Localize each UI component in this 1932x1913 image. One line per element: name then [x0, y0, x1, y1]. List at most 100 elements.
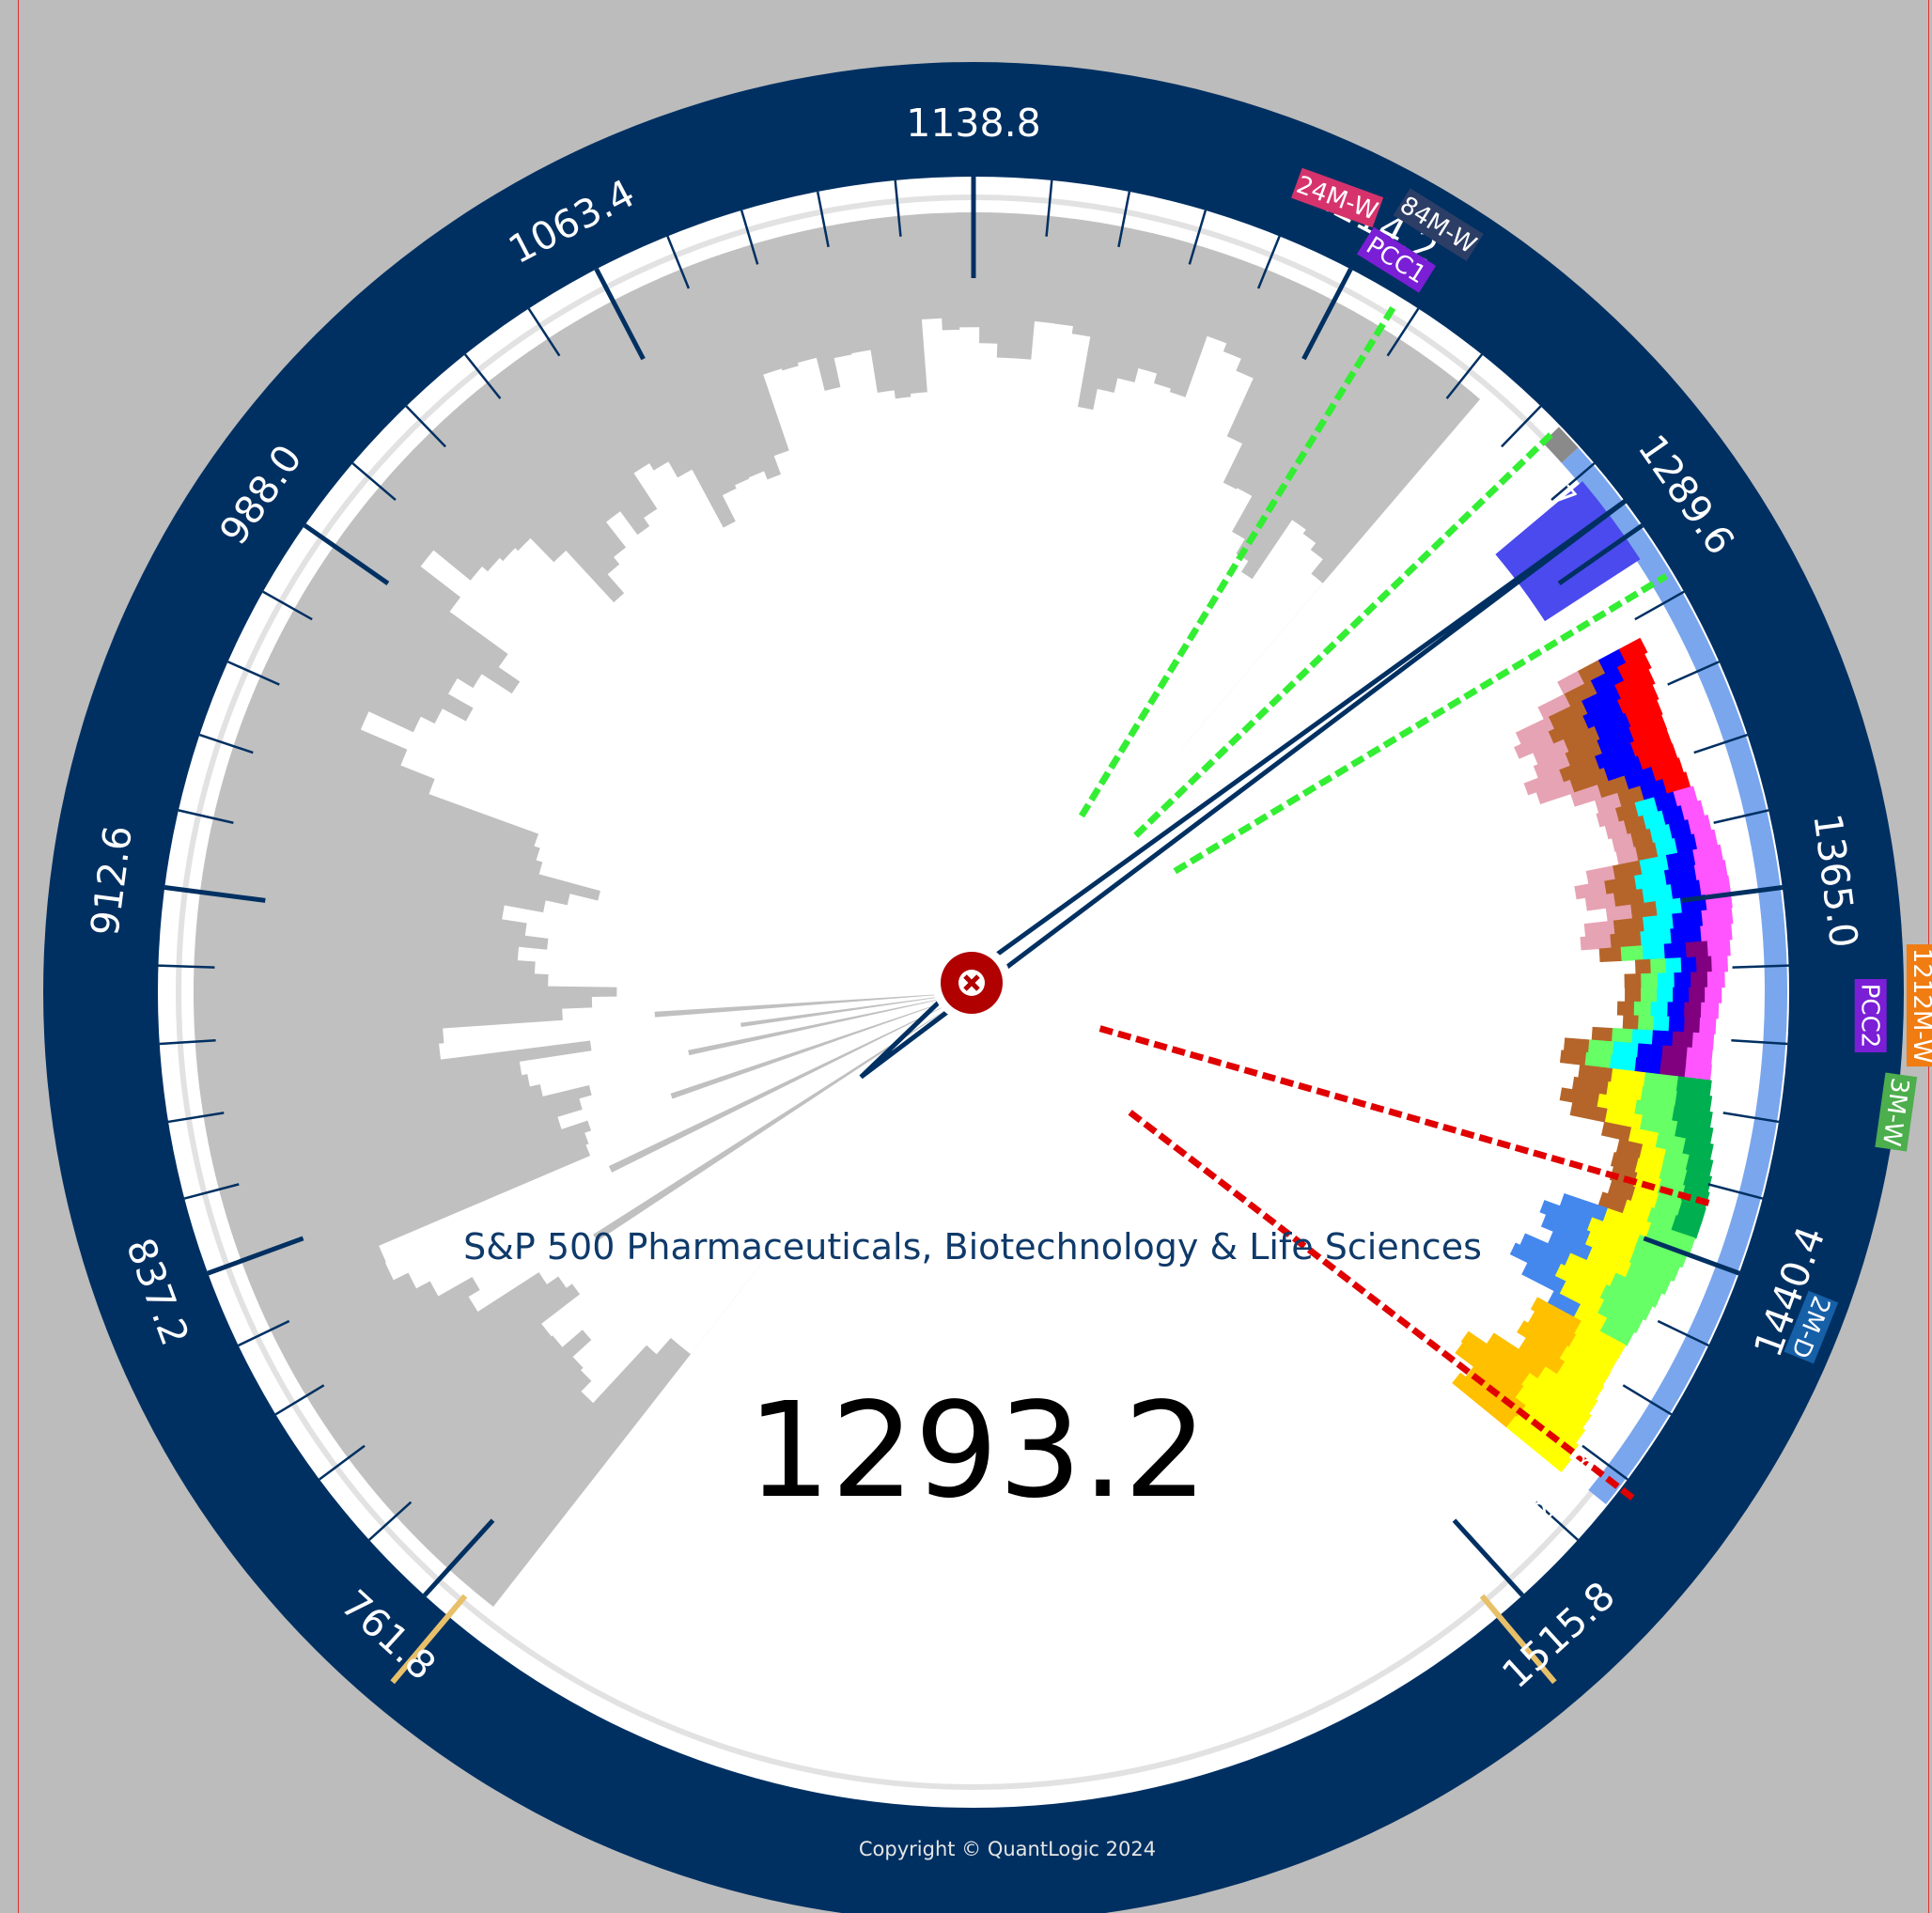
distribution-cell	[1548, 700, 1589, 730]
distribution-cell	[1594, 712, 1632, 740]
history-void	[763, 368, 974, 992]
minor-tick	[158, 964, 215, 969]
history-void	[644, 507, 974, 992]
distribution-cell	[1634, 1057, 1662, 1075]
distribution-cell	[1586, 1247, 1632, 1279]
distribution-cell	[1668, 818, 1692, 840]
distribution-cell	[1670, 925, 1703, 944]
distribution-cell	[1640, 1086, 1678, 1107]
distribution-cell	[1581, 684, 1623, 715]
distribution-cell	[1618, 637, 1648, 663]
history-void	[541, 992, 974, 1337]
history-void	[413, 716, 974, 992]
distribution-cell	[1695, 956, 1713, 973]
distribution-cell	[1649, 823, 1674, 844]
distribution-cell	[1655, 897, 1683, 917]
history-void	[652, 461, 974, 993]
green-marker-line	[1078, 301, 1399, 818]
distribution-cell	[1670, 879, 1703, 900]
distribution-cell	[1631, 1029, 1654, 1046]
minor-tick	[1667, 661, 1721, 686]
history-bar	[194, 995, 677, 1025]
history-void	[773, 450, 974, 992]
history-bar	[210, 807, 646, 923]
distribution-cell	[1559, 1281, 1606, 1314]
distribution-cell	[1637, 1015, 1656, 1032]
minor-tick	[405, 405, 446, 448]
history-spike	[654, 992, 974, 1018]
minor-tick	[1501, 405, 1542, 448]
distribution-cell	[1637, 1043, 1664, 1061]
distribution-cell	[1616, 1001, 1636, 1017]
distribution-cell	[1625, 988, 1643, 1003]
distribution-cell	[1645, 1222, 1696, 1254]
history-void	[407, 992, 974, 1289]
distribution-cell	[1604, 875, 1638, 895]
history-void	[748, 471, 974, 993]
distribution-cell	[1605, 904, 1634, 922]
major-tick	[207, 1236, 304, 1276]
distribution-cell	[1685, 1155, 1714, 1177]
distribution-cell	[1622, 1015, 1640, 1031]
distribution-cell	[1540, 1214, 1592, 1246]
major-tick	[1643, 1236, 1740, 1276]
history-void	[974, 552, 1249, 992]
history-void	[468, 992, 974, 1312]
history-void	[974, 549, 1323, 992]
indicator-badge[interactable]: PCC2	[1854, 978, 1887, 1052]
distribution-cell	[1604, 1108, 1644, 1130]
distribution-cell	[1667, 1002, 1686, 1019]
distribution-cell	[1518, 1337, 1566, 1376]
distribution-cell	[1665, 957, 1683, 974]
distribution-cell	[1519, 1233, 1572, 1267]
history-void	[472, 674, 974, 992]
minor-tick	[1622, 1384, 1673, 1416]
history-spike	[593, 992, 974, 1241]
distribution-cell	[1460, 1330, 1531, 1386]
minor-tick	[1045, 179, 1053, 237]
history-void	[894, 397, 974, 993]
history-bar	[196, 893, 647, 960]
distribution-cell	[1599, 1317, 1635, 1346]
history-void	[722, 488, 974, 992]
history-void	[587, 992, 974, 1132]
distribution-cell	[1547, 1290, 1581, 1318]
current-price: 1293.2	[747, 1375, 1208, 1528]
distribution-cell	[1603, 754, 1644, 782]
distribution-cell	[1582, 699, 1625, 730]
history-void	[633, 463, 974, 992]
history-void	[589, 992, 974, 1051]
distribution-cell	[1523, 769, 1566, 796]
badge-label: PCC2	[1856, 984, 1884, 1049]
distribution-cell	[1662, 1149, 1690, 1171]
history-void	[584, 992, 974, 1145]
minor-tick	[740, 210, 759, 265]
distribution-cell	[1705, 987, 1722, 1003]
history-void	[519, 992, 974, 1076]
minor-tick	[1581, 1444, 1628, 1481]
minor-tick	[238, 1319, 290, 1347]
distribution-cell	[1517, 1320, 1568, 1360]
history-void	[636, 525, 974, 992]
distribution-cell	[1610, 931, 1643, 949]
distribution-cell	[1614, 801, 1640, 823]
distribution-cell	[1699, 875, 1731, 896]
history-void	[538, 992, 974, 1284]
distribution-cell	[1612, 1028, 1634, 1044]
range-end-tick	[390, 1594, 468, 1685]
history-void	[834, 354, 974, 992]
history-void	[581, 992, 974, 1382]
distribution-cell	[1650, 1002, 1669, 1018]
distribution-cell	[1663, 864, 1698, 886]
close-button[interactable]	[932, 943, 1011, 1022]
distribution-cell	[1673, 987, 1690, 1003]
probability-distribution	[1452, 637, 1734, 1472]
distribution-cell	[1614, 668, 1656, 700]
distribution-cell	[1536, 1366, 1598, 1415]
distribution-cell	[1686, 1047, 1713, 1065]
distribution-cell	[1583, 920, 1616, 938]
indicator-badge[interactable]: 1212M-W	[1906, 944, 1932, 1067]
history-void	[606, 511, 974, 992]
distribution-cell	[1663, 941, 1688, 959]
